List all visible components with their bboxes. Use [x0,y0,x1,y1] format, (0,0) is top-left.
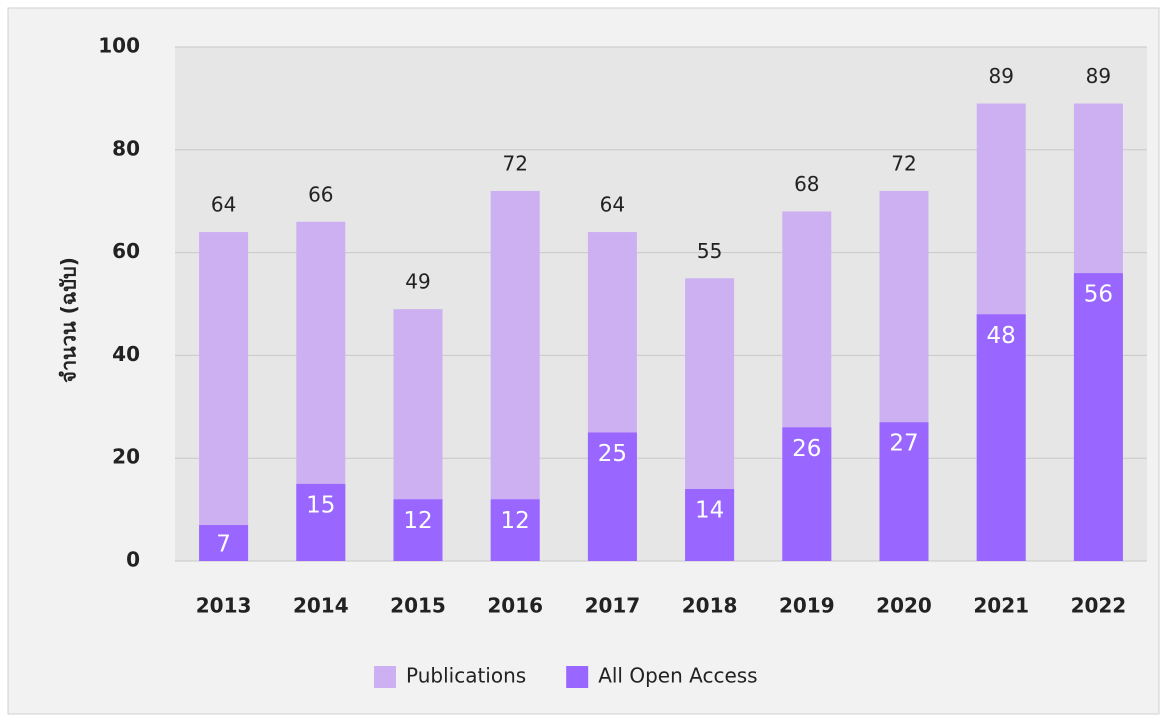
x-tick-label: 2015 [390,594,446,618]
y-tick-label: 60 [112,239,140,263]
x-tick-label: 2013 [196,594,252,618]
data-label: 66 [308,182,333,206]
data-label: 27 [889,431,918,457]
data-label: 26 [792,436,821,462]
data-label: 15 [306,492,335,518]
x-tick-label: 2020 [876,594,932,618]
data-label: 55 [697,239,722,263]
bar [587,432,637,561]
y-axis-label: จำนวน (ฉบับ) [57,257,81,383]
bar [782,427,832,561]
data-label: 89 [1086,64,1111,88]
x-tick-label: 2017 [585,594,641,618]
bar [199,525,249,561]
bar [490,499,540,561]
y-tick-label: 20 [112,445,140,469]
legend-label: Publications [406,664,526,688]
data-label: 68 [794,172,819,196]
data-label: 56 [1084,282,1113,308]
x-tick-label: 2021 [973,594,1029,618]
data-label: 14 [695,498,724,524]
data-label: 64 [211,193,236,217]
data-label: 49 [405,270,430,294]
data-label: 25 [598,441,627,467]
data-label: 12 [501,508,530,534]
bar [199,232,249,562]
data-label: 72 [891,151,916,175]
x-tick-label: 2022 [1071,594,1127,618]
data-label: 72 [502,151,527,175]
bar [976,314,1026,561]
x-tick-label: 2014 [293,594,349,618]
data-label: 89 [988,64,1013,88]
legend-swatch [566,666,589,688]
data-label: 7 [216,532,231,558]
y-tick-label: 80 [112,136,140,160]
bar [879,422,929,561]
data-label: 48 [987,323,1016,349]
data-label: 64 [600,193,625,217]
bar [1073,273,1123,561]
bar [296,483,346,561]
x-tick-label: 2016 [487,594,543,618]
x-tick-label: 2018 [682,594,738,618]
bar [685,489,735,561]
x-tick-label: 2019 [779,594,835,618]
y-tick-label: 40 [112,342,140,366]
y-tick-label: 100 [98,34,140,58]
y-tick-label: 0 [126,548,140,572]
bar [393,499,443,561]
legend-label: All Open Access [598,664,757,688]
data-label: 12 [403,508,432,534]
legend-swatch [374,666,396,688]
